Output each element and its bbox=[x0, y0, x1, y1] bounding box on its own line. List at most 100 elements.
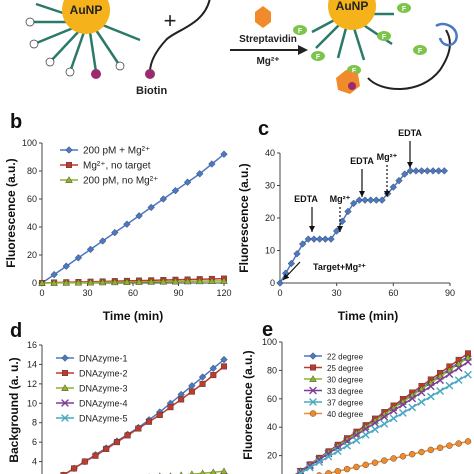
data-point bbox=[440, 167, 449, 175]
data-point bbox=[208, 277, 216, 284]
legend-entry: 40 degree bbox=[304, 410, 364, 419]
annotation: Mg²⁺ bbox=[377, 152, 398, 197]
y-axis-label: Background (a. u.) bbox=[7, 357, 21, 462]
biotin-bound-dot bbox=[348, 82, 356, 90]
data-point bbox=[381, 457, 388, 464]
panel-label: e bbox=[262, 319, 273, 341]
legend-entry: DNAzyme-1 bbox=[56, 354, 128, 364]
legend-label: DNAzyme-2 bbox=[79, 369, 128, 379]
x-tick-label: 0 bbox=[39, 288, 44, 298]
x-tick-label: 90 bbox=[173, 288, 183, 298]
legend-marker bbox=[61, 384, 69, 391]
y-tick-label: 30 bbox=[265, 181, 275, 191]
data-point bbox=[220, 355, 228, 364]
data-point bbox=[321, 235, 330, 243]
chart-b: b 0 20 40 60 80 100 0 30 60 90 120 Time (min) Fluores… bbox=[4, 111, 232, 323]
annotation: EDTA bbox=[350, 156, 374, 197]
legend-entry: 22 degree bbox=[304, 352, 364, 362]
x-tick-label: 60 bbox=[388, 288, 398, 298]
data-point bbox=[198, 373, 207, 381]
plus-sign: + bbox=[164, 8, 177, 33]
data-point bbox=[50, 279, 58, 286]
annotation-arrowhead bbox=[384, 191, 390, 197]
data-point bbox=[445, 381, 454, 390]
series bbox=[296, 370, 472, 474]
legend-label: 200 pM + Mg²⁺ bbox=[83, 146, 150, 157]
data-point bbox=[179, 471, 183, 474]
data-point bbox=[135, 425, 142, 432]
biotin-dot-left bbox=[91, 69, 101, 79]
legend-entry: DNAzyme-2 bbox=[56, 369, 128, 379]
data-point bbox=[464, 353, 472, 361]
data-point bbox=[156, 411, 163, 418]
y-tick-label: 14 bbox=[27, 359, 37, 369]
data-point bbox=[71, 465, 78, 472]
legend-entry: 200 pM, no Mg²⁺ bbox=[60, 176, 158, 187]
legend-marker bbox=[65, 146, 73, 154]
data-point bbox=[315, 455, 324, 464]
data-point bbox=[400, 170, 409, 178]
y-tick-label: 40 bbox=[27, 222, 37, 232]
data-point bbox=[210, 372, 217, 379]
series bbox=[294, 350, 472, 474]
f-label: F bbox=[382, 34, 387, 41]
data-point bbox=[361, 430, 370, 439]
left-f-markers bbox=[25, 17, 125, 77]
legend-label: 30 degree bbox=[327, 376, 364, 385]
data-point bbox=[103, 445, 110, 452]
data-point bbox=[199, 380, 206, 387]
data-point bbox=[454, 376, 463, 385]
legend-marker bbox=[65, 176, 73, 183]
legend-entry: 200 pM + Mg²⁺ bbox=[60, 146, 150, 157]
data-point bbox=[135, 212, 143, 220]
data-point bbox=[417, 388, 426, 397]
legend-marker bbox=[61, 354, 69, 362]
data-point bbox=[333, 447, 342, 456]
f-label: F bbox=[418, 48, 423, 55]
chart-d: d246810121416Background (a. u.)DNAzyme-1… bbox=[7, 320, 228, 474]
series bbox=[276, 167, 449, 287]
data-point bbox=[464, 438, 472, 445]
data-point bbox=[366, 196, 375, 204]
data-point bbox=[372, 196, 381, 204]
data-point bbox=[343, 441, 351, 450]
reaction-arrowhead bbox=[298, 45, 308, 55]
data-point bbox=[446, 442, 453, 449]
series bbox=[60, 363, 227, 474]
legend-label: Mg²⁺, no target bbox=[83, 161, 151, 172]
data-point bbox=[210, 468, 217, 474]
data-point bbox=[315, 235, 324, 243]
legend-label: 37 degree bbox=[327, 399, 364, 408]
legend-entry: DNAzyme-4 bbox=[56, 399, 128, 409]
y-tick-label: 40 bbox=[267, 422, 277, 432]
annotation-label: Mg²⁺ bbox=[330, 194, 351, 204]
data-point bbox=[353, 463, 360, 471]
series bbox=[288, 357, 472, 474]
x-tick-label: 30 bbox=[332, 288, 342, 298]
y-tick-label: 8 bbox=[32, 418, 37, 428]
legend-label: 25 degree bbox=[327, 364, 364, 373]
data-point bbox=[334, 468, 341, 474]
data-point bbox=[408, 403, 417, 412]
data-point bbox=[195, 277, 204, 285]
data-point bbox=[62, 262, 70, 270]
legend-entry: 30 degree bbox=[304, 375, 364, 385]
data-point bbox=[296, 469, 305, 474]
right-aunp-ligands bbox=[311, 12, 394, 61]
series-line bbox=[297, 374, 469, 474]
data-point bbox=[371, 459, 379, 466]
data-point bbox=[111, 278, 119, 286]
x-axis-label: Time (min) bbox=[338, 309, 398, 323]
data-point bbox=[50, 270, 58, 279]
data-point bbox=[380, 419, 389, 428]
annotation: Target+Mg²⁺ bbox=[282, 261, 366, 281]
data-point bbox=[464, 370, 472, 379]
data-point bbox=[315, 458, 324, 467]
data-point bbox=[426, 382, 435, 391]
data-point bbox=[409, 450, 416, 458]
data-point bbox=[86, 245, 95, 254]
data-point bbox=[406, 167, 415, 175]
y-tick-label: 60 bbox=[27, 194, 37, 204]
legend-entry: 37 degree bbox=[304, 398, 364, 408]
data-point bbox=[389, 406, 398, 415]
